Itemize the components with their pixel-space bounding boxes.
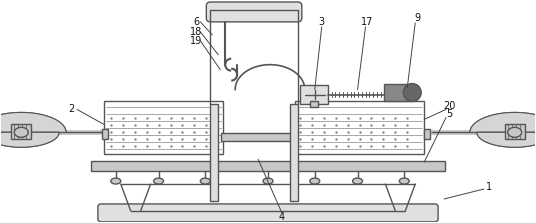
Text: 9: 9	[414, 13, 420, 23]
Text: 6: 6	[193, 17, 199, 27]
Bar	[11, 124, 31, 139]
Polygon shape	[477, 132, 536, 147]
FancyBboxPatch shape	[206, 2, 302, 22]
Ellipse shape	[263, 178, 273, 184]
Ellipse shape	[200, 178, 210, 184]
Text: 5: 5	[446, 109, 452, 119]
Text: 3: 3	[319, 17, 325, 27]
Bar	[91, 161, 445, 171]
Ellipse shape	[508, 127, 522, 137]
Text: 17: 17	[361, 17, 374, 27]
Text: 1: 1	[486, 182, 492, 192]
Ellipse shape	[111, 178, 121, 184]
Ellipse shape	[353, 178, 362, 184]
Bar	[221, 133, 297, 141]
FancyBboxPatch shape	[98, 204, 438, 222]
Bar	[290, 104, 298, 201]
Polygon shape	[477, 132, 536, 147]
Text: 2: 2	[68, 104, 74, 114]
Polygon shape	[0, 112, 66, 132]
Bar	[104, 101, 223, 154]
Bar	[300, 85, 327, 104]
Bar	[505, 124, 525, 139]
Bar	[210, 104, 218, 201]
Text: 19: 19	[190, 36, 203, 46]
Ellipse shape	[154, 178, 163, 184]
Polygon shape	[0, 132, 59, 147]
Text: 18: 18	[190, 27, 203, 37]
Polygon shape	[0, 112, 66, 132]
Polygon shape	[0, 132, 59, 147]
Bar	[102, 129, 108, 139]
Text: 4: 4	[279, 212, 285, 222]
Polygon shape	[470, 112, 536, 132]
Polygon shape	[470, 112, 536, 132]
Bar	[310, 101, 318, 107]
Bar	[295, 101, 424, 154]
Bar	[384, 84, 412, 101]
Ellipse shape	[399, 178, 410, 184]
Text: 20: 20	[443, 101, 455, 112]
Ellipse shape	[310, 178, 320, 184]
Ellipse shape	[14, 127, 28, 137]
Ellipse shape	[403, 84, 421, 101]
Bar	[424, 129, 430, 139]
